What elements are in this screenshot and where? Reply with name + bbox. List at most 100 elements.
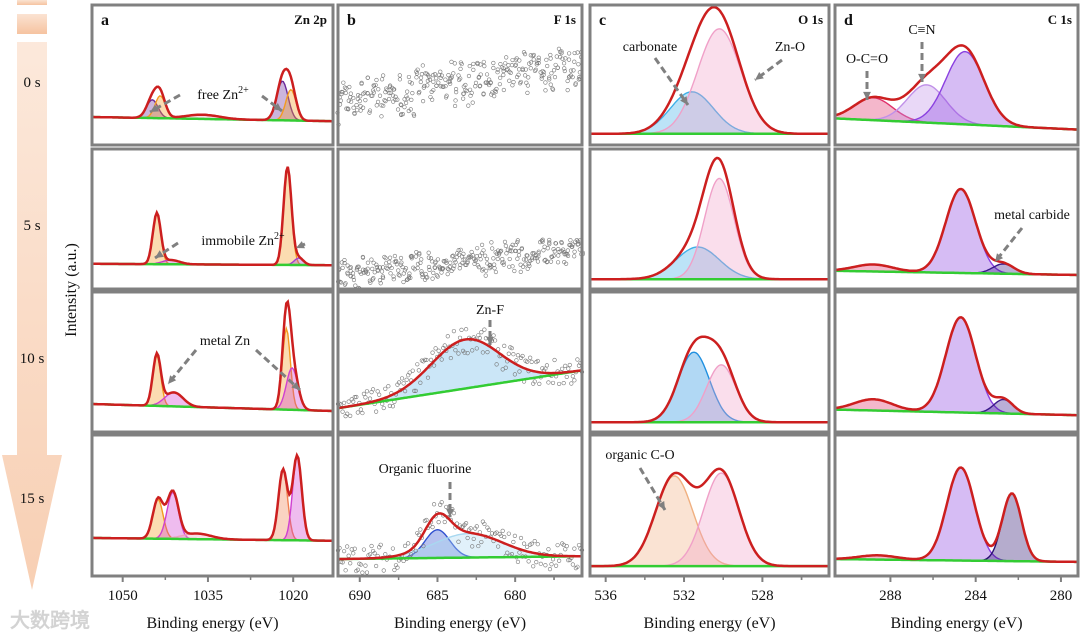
time-label: 0 s [23,75,40,91]
data-point [576,62,581,67]
data-point [410,91,415,96]
data-point [445,334,450,339]
envelope-curve [92,166,333,267]
data-point [427,267,432,272]
data-point [374,262,379,267]
data-point [380,274,385,279]
data-point [529,359,534,364]
data-point [504,55,509,60]
data-point [456,73,461,78]
data-point [489,531,495,536]
arrowhead-icon [155,250,164,258]
data-point [535,542,540,547]
data-point [498,249,503,254]
data-point [351,274,356,280]
data-point [397,73,402,78]
data-point [536,249,541,254]
envelope-curve [92,299,333,413]
data-point [420,99,426,104]
data-point [377,93,383,98]
data-point [508,70,513,76]
x-tick-label: 536 [594,588,617,604]
data-point [343,90,348,96]
envelope-curve [590,5,829,136]
data-point [450,254,455,259]
panel-b: b F 1s 690 685 680 Binding energy (eV) [335,3,585,632]
data-point [458,76,463,81]
data-point [364,570,370,575]
annotation-label: metal carbide [994,208,1070,223]
data-point [348,273,353,279]
arrowhead-icon [918,73,926,82]
data-point [377,278,383,283]
data-point [501,260,506,265]
data-point [565,88,570,93]
data-point [398,102,403,107]
data-point [405,89,410,94]
data-point [470,544,475,549]
data-point [448,355,453,361]
data-point [571,68,576,73]
data-point [498,75,503,80]
data-point [374,77,379,83]
data-point [381,405,386,411]
data-point [544,363,550,368]
data-point [463,82,468,88]
data-point [409,256,414,261]
data-point [523,73,528,78]
data-point [430,525,435,530]
subplot-frame [833,290,1080,434]
data-point [563,56,568,61]
data-point [559,51,564,56]
data-point [491,65,496,71]
data-point [351,551,356,556]
data-point [567,362,572,368]
data-point [523,67,528,72]
data-point [495,256,500,262]
data-point [528,355,533,360]
data-point [557,381,562,387]
annotation-text: O-C=O [846,52,888,67]
arrowhead-icon [995,253,1004,262]
data-point [545,246,550,251]
data-point [369,257,374,262]
data-point [561,61,567,66]
data-point [373,82,378,88]
data-point [363,98,368,103]
annotation-label: Zn-O [775,40,805,55]
data-point [496,544,501,549]
time-arrow-shaft [2,42,62,590]
data-point [547,75,552,80]
data-point [555,65,560,70]
data-point [478,83,483,88]
data-point [481,91,486,96]
data-point [474,524,479,529]
data-point [355,567,360,572]
data-point [346,399,351,404]
data-point [395,97,400,102]
data-point [381,568,386,573]
data-point [521,264,526,269]
annotation-text: carbonate [623,40,677,55]
data-point [388,90,393,95]
data-point [535,358,540,364]
subplot-background [590,5,829,145]
data-point [343,568,348,573]
data-point [370,88,376,93]
data-point [475,263,480,268]
data-point [570,562,575,567]
arrowhead-icon [755,72,764,80]
subplot-frame [588,3,831,147]
data-point [387,403,392,408]
annotation-label: Organic fluorine [379,462,472,477]
x-tick-label: 685 [426,588,449,604]
data-point [475,61,480,67]
data-point [374,409,379,414]
data-point [547,240,552,245]
envelope-curve [337,512,582,561]
data-point [458,66,463,71]
envelope-curve [834,44,1079,131]
data-point [357,99,362,104]
data-point [344,106,349,111]
data-point [565,248,570,253]
